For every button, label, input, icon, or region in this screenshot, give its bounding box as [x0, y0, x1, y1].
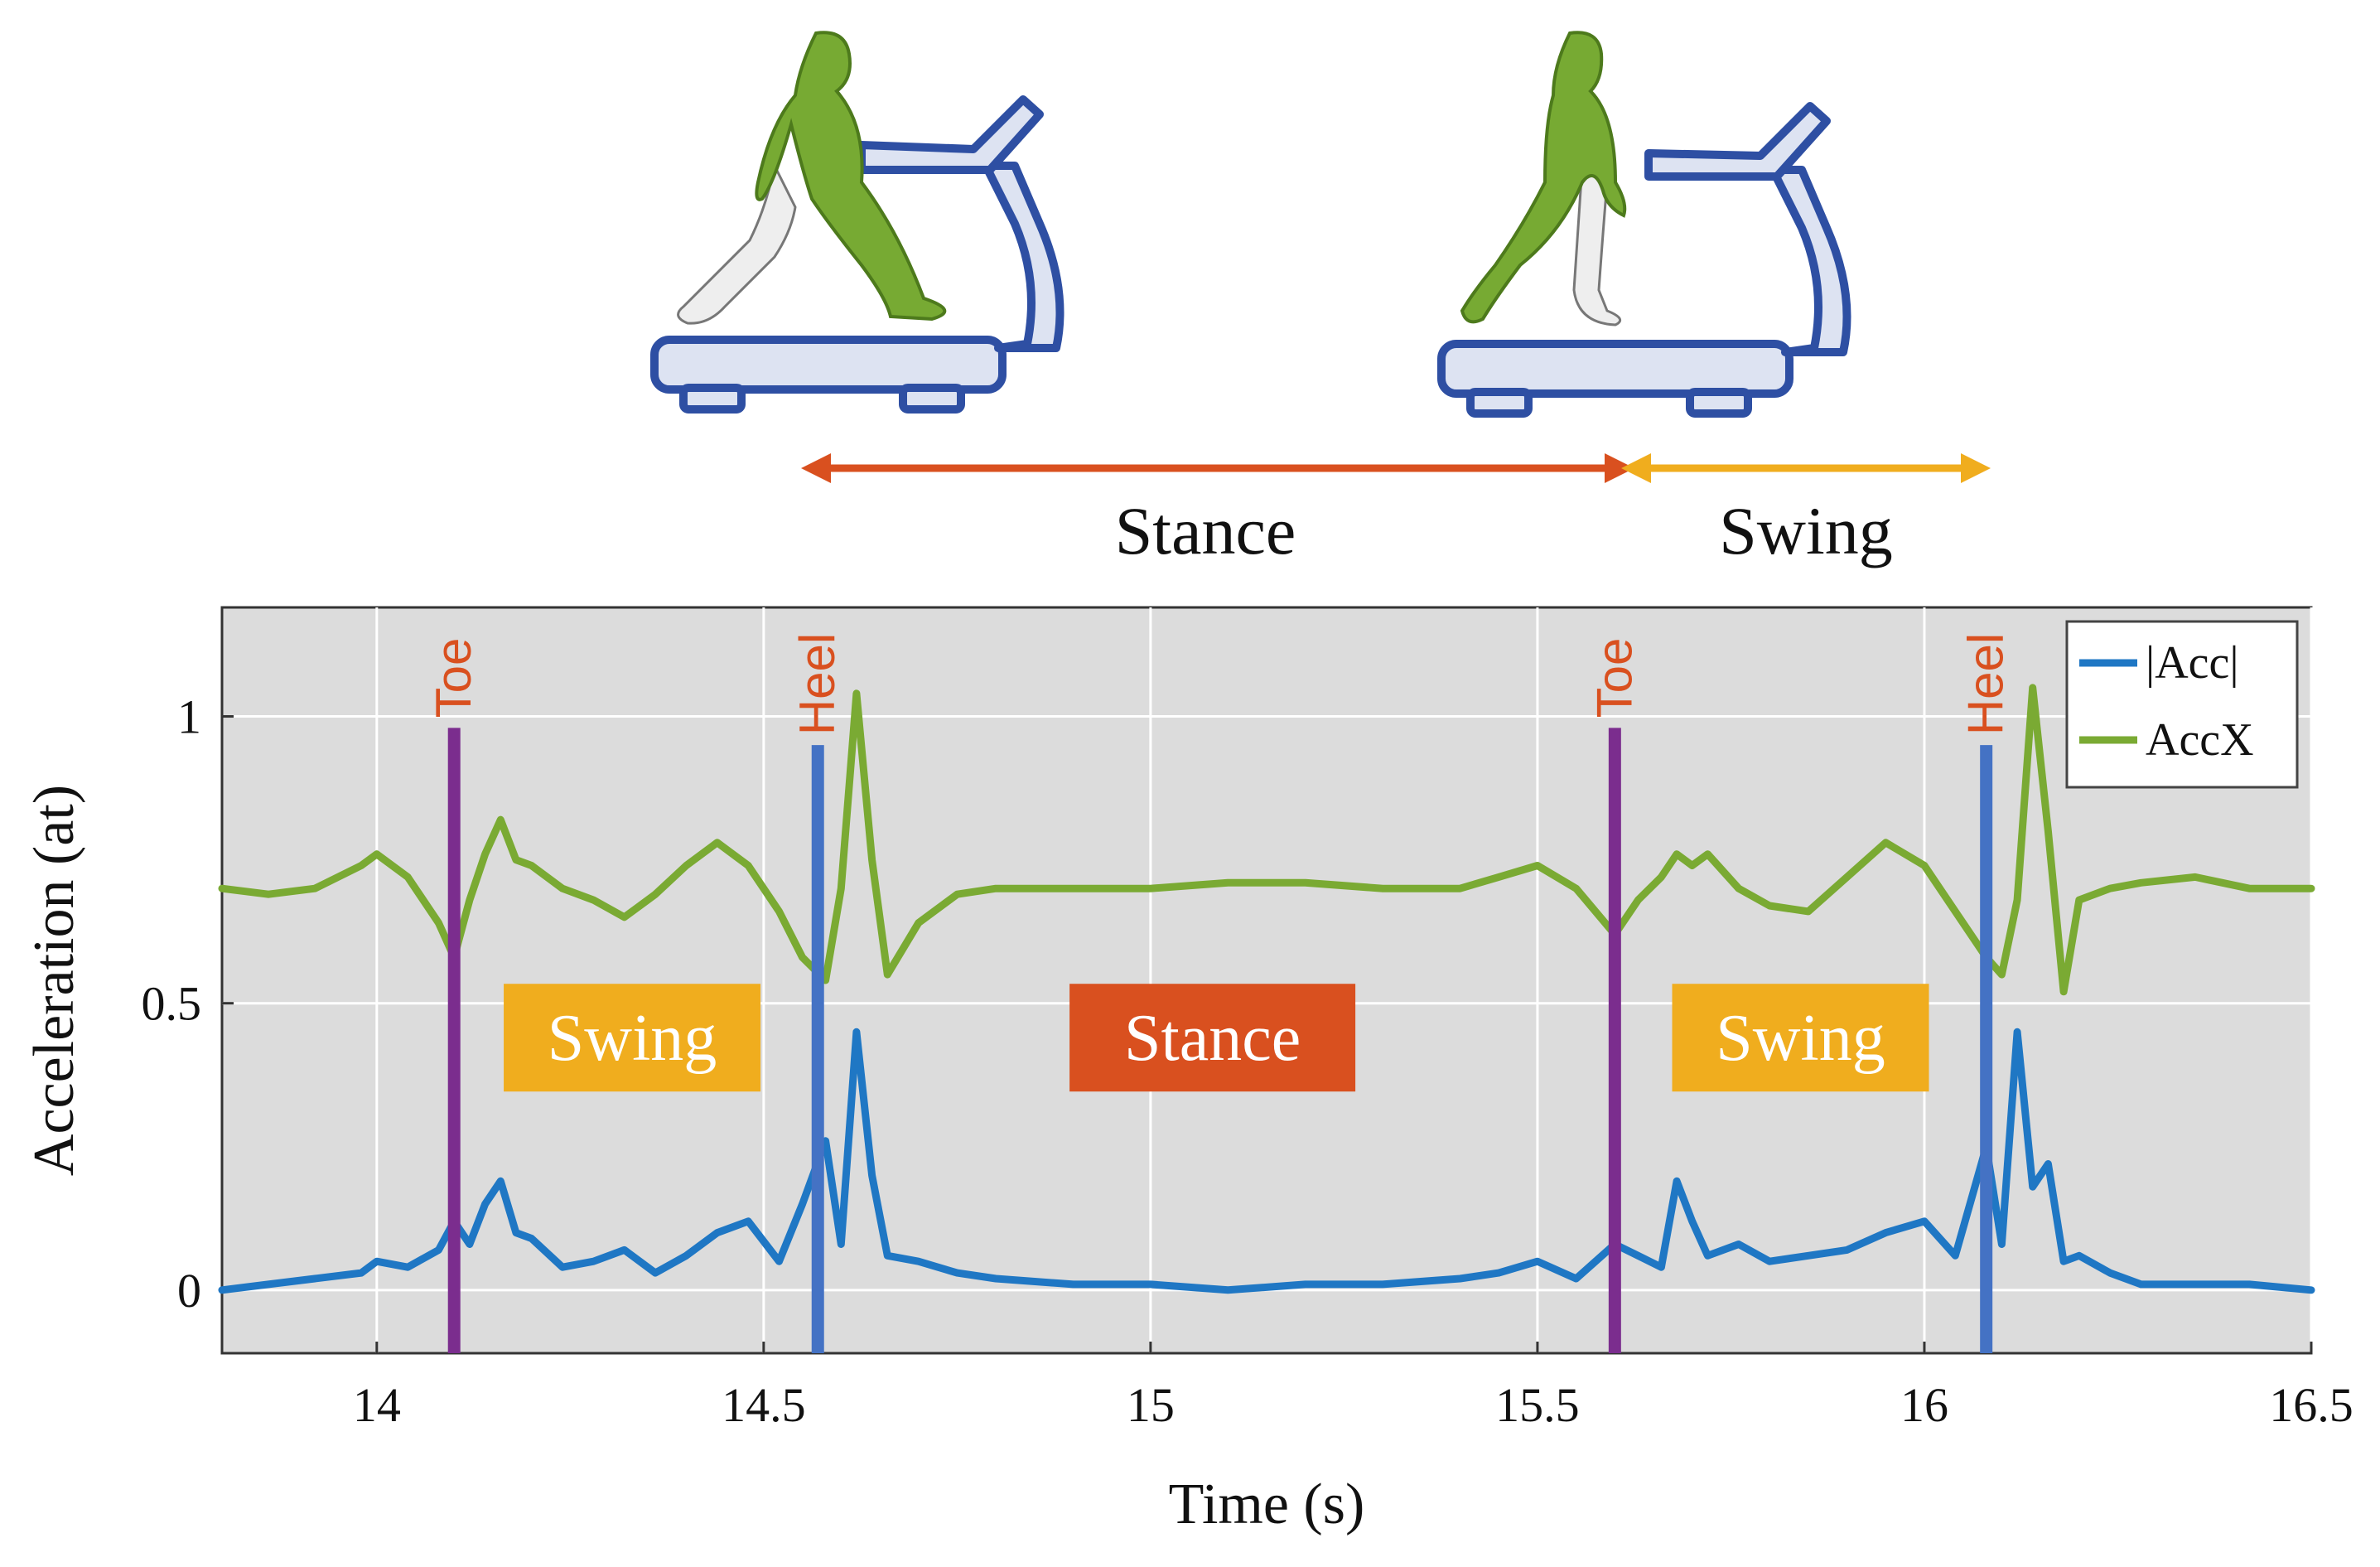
y-tick-label: 0.5 — [142, 977, 202, 1031]
stance-phase-label: Stance — [1069, 984, 1356, 1092]
legend-box — [2065, 620, 2299, 789]
heel-event-label: Heel — [1958, 633, 2014, 735]
x-tick-label: 16.5 — [2269, 1378, 2353, 1432]
walker-figure-stance — [677, 31, 947, 325]
swing-arrow-label: Swing — [1719, 493, 1893, 568]
phase-label-box — [1672, 984, 1929, 1092]
treadmill-illustration-swing — [1437, 31, 1851, 418]
y-axis-ticks: 00.51 — [142, 690, 234, 1318]
x-tick-label: 14 — [353, 1378, 401, 1432]
x-axis-ticks: 14 14.5 15 15.5 16 16.5 — [353, 1342, 2353, 1432]
phase-label-text: Swing — [1716, 1002, 1885, 1075]
gait-events: Toe Heel Toe Heel — [426, 633, 2014, 1353]
y-tick-label: 0 — [177, 1264, 201, 1318]
walker-figure-swing — [1460, 31, 1627, 326]
series-line-acc-mag — [218, 1028, 2315, 1294]
phase-labels: Swing Stance Swing — [504, 984, 1929, 1092]
treadmill-illustration-stance — [650, 31, 1064, 414]
legend-label-accx: AccX — [2146, 714, 2254, 766]
phase-label-box — [1069, 984, 1356, 1092]
treadmill-icon — [1437, 102, 1851, 418]
toe-event-label: Toe — [426, 638, 481, 718]
x-tick-label: 15 — [1127, 1378, 1175, 1432]
phase-label-box — [504, 984, 761, 1092]
phase-arrows: Stance Swing — [801, 453, 1991, 568]
toe-event-label: Toe — [1586, 638, 1642, 718]
y-tick-label: 1 — [177, 690, 201, 744]
treadmill-icon — [650, 95, 1064, 414]
x-tick-label: 14.5 — [722, 1378, 806, 1432]
stance-arrow-label: Stance — [1115, 493, 1296, 568]
swing-phase-label: Swing — [1672, 984, 1929, 1092]
acceleration-chart: 14 14.5 15 15.5 16 16.5 00.51 Toe Heel Toe Heel … — [22, 606, 2353, 1536]
y-axis-label: Acceleration (at) — [22, 785, 86, 1176]
phase-label-text: Swing — [548, 1002, 717, 1075]
phase-label-text: Stance — [1124, 1002, 1301, 1075]
legend-label-acc-mag: |Acc| — [2146, 637, 2239, 689]
legend: |Acc| AccX — [2065, 620, 2299, 789]
series-line-accx — [218, 684, 2315, 996]
swing-phase-label: Swing — [504, 984, 761, 1092]
x-tick-label: 15.5 — [1495, 1378, 1580, 1432]
x-axis-label: Time (s) — [1169, 1473, 1365, 1536]
data-series — [218, 684, 2315, 1294]
heel-event-label: Heel — [789, 633, 845, 735]
x-tick-label: 16 — [1900, 1378, 1948, 1432]
